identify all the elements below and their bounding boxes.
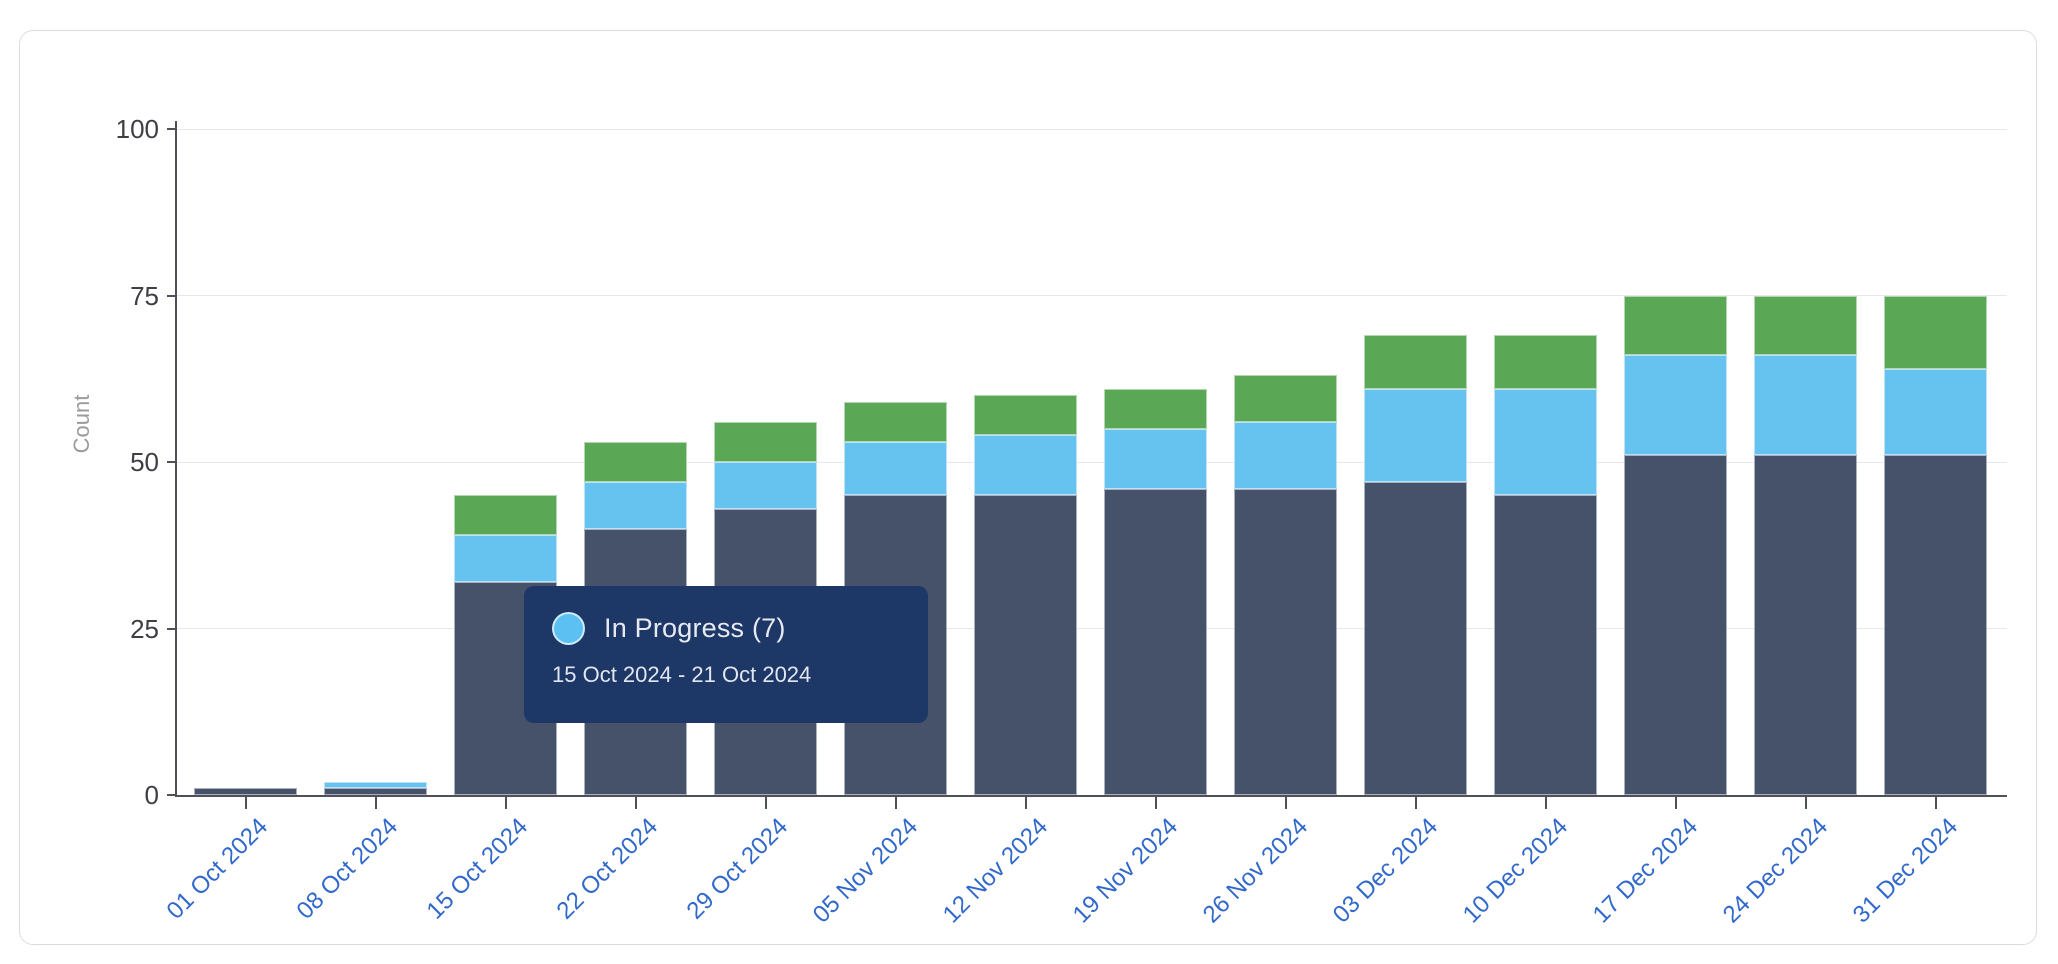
x-tick-label: 19 Nov 2024 — [1067, 813, 1183, 929]
tooltip-series-marker-icon — [552, 612, 585, 645]
y-tick-label-25: 25 — [130, 613, 159, 644]
x-axis-tick — [504, 797, 507, 809]
y-axis-line — [175, 121, 177, 797]
bar-segment[interactable] — [324, 781, 427, 789]
tooltip-header: In Progress (7) — [552, 612, 900, 645]
y-tick-label-50: 50 — [130, 447, 159, 477]
x-axis-line — [175, 795, 2007, 797]
x-tick-label: 15 Oct 2024 — [421, 813, 533, 925]
x-tick-label: 10 Dec 2024 — [1457, 813, 1573, 929]
bar-segment[interactable] — [1494, 335, 1597, 389]
gridline-25 — [177, 628, 2007, 629]
x-tick-label: 05 Nov 2024 — [807, 813, 923, 929]
y-tick-label-75: 75 — [130, 280, 159, 311]
x-axis-tick — [634, 797, 637, 809]
x-axis-tick — [1804, 797, 1807, 809]
y-axis-title: Count — [69, 394, 94, 454]
x-axis-tick — [894, 797, 897, 809]
tooltip-series-label: In Progress (7) — [604, 613, 786, 643]
bar-segment[interactable] — [1364, 388, 1467, 482]
x-tick-label: 01 Oct 2024 — [161, 813, 273, 925]
bar-segment[interactable] — [1884, 368, 1987, 456]
x-tick-label: 03 Dec 2024 — [1327, 813, 1443, 929]
bar-segment[interactable] — [584, 482, 687, 529]
bar-segment[interactable] — [1624, 355, 1727, 456]
bar-segment[interactable] — [1754, 355, 1857, 456]
bar-segment[interactable] — [844, 442, 947, 496]
bar-segment[interactable] — [1884, 295, 1987, 369]
plot-area: 0 25 50 75 100 01 Oct 2024 08 Oct 2024 15 Oct 2… — [116, 114, 2007, 928]
bar-segment[interactable] — [974, 435, 1077, 496]
x-tick-label: 22 Oct 2024 — [551, 813, 663, 925]
x-axis-tick — [764, 797, 767, 809]
y-axis-tick-25 — [167, 627, 175, 630]
bar-segment[interactable] — [1364, 481, 1467, 795]
bar-segment[interactable] — [714, 422, 817, 462]
x-tick-label: 31 Dec 2024 — [1847, 813, 1963, 929]
bar-segment[interactable] — [1234, 488, 1337, 795]
bar-segment[interactable] — [974, 495, 1077, 795]
bar-segment[interactable] — [454, 535, 557, 582]
chart-card: Count 0 25 50 75 100 01 Oct 2024 08 Oct 2024 15… — [19, 30, 2037, 945]
bar-segment[interactable] — [1104, 488, 1207, 795]
bar-segment[interactable] — [1494, 388, 1597, 496]
x-axis-tick — [1154, 797, 1157, 809]
bar-segment[interactable] — [1884, 455, 1987, 795]
y-axis-tick-75 — [167, 294, 175, 297]
bar-segment[interactable] — [1494, 495, 1597, 795]
bar-segment[interactable] — [454, 495, 557, 536]
x-axis-tick — [1674, 797, 1677, 809]
x-tick-label: 29 Oct 2024 — [681, 813, 793, 925]
x-tick-label: 12 Nov 2024 — [937, 813, 1053, 929]
bar-segment[interactable] — [1234, 422, 1337, 489]
x-axis-tick — [1414, 797, 1417, 809]
x-axis-tick — [1934, 797, 1937, 809]
y-tick-label-100: 100 — [115, 114, 159, 144]
bar-segment[interactable] — [1234, 375, 1337, 423]
bar-segment[interactable] — [194, 788, 297, 795]
gridline-100 — [177, 128, 2007, 130]
y-axis-tick-100 — [167, 128, 175, 130]
x-axis-tick — [374, 797, 377, 809]
bar-segment[interactable] — [714, 462, 817, 509]
x-tick-label: 26 Nov 2024 — [1197, 813, 1313, 929]
bar-segment[interactable] — [1104, 388, 1207, 429]
bar-segment[interactable] — [1104, 428, 1207, 489]
x-axis-tick — [1544, 797, 1547, 809]
gridline-50 — [177, 461, 2007, 463]
x-axis-tick — [1284, 797, 1287, 809]
bar-segment[interactable] — [844, 402, 947, 443]
y-tick-label-0: 0 — [144, 780, 159, 810]
bar-segment[interactable] — [1754, 455, 1857, 795]
bar-segment[interactable] — [1624, 455, 1727, 795]
x-tick-label: 24 Dec 2024 — [1717, 813, 1833, 929]
bar-segment[interactable] — [1364, 335, 1467, 389]
bar-segment[interactable] — [1754, 295, 1857, 356]
bar-segment[interactable] — [1624, 295, 1727, 356]
bar-segment[interactable] — [584, 442, 687, 482]
x-tick-label: 17 Dec 2024 — [1587, 813, 1703, 929]
x-axis-tick — [244, 797, 247, 809]
bar-segment[interactable] — [974, 395, 1077, 436]
y-axis-tick-0 — [167, 794, 175, 796]
chart-tooltip: In Progress (7) 15 Oct 2024 - 21 Oct 202… — [524, 586, 928, 723]
tooltip-date-range: 15 Oct 2024 - 21 Oct 2024 — [552, 662, 812, 687]
gridline-75 — [177, 295, 2007, 296]
y-axis-tick-50 — [167, 461, 175, 463]
x-tick-label: 08 Oct 2024 — [291, 813, 403, 925]
bar-segment[interactable] — [324, 788, 427, 795]
x-axis-tick — [1024, 797, 1027, 809]
